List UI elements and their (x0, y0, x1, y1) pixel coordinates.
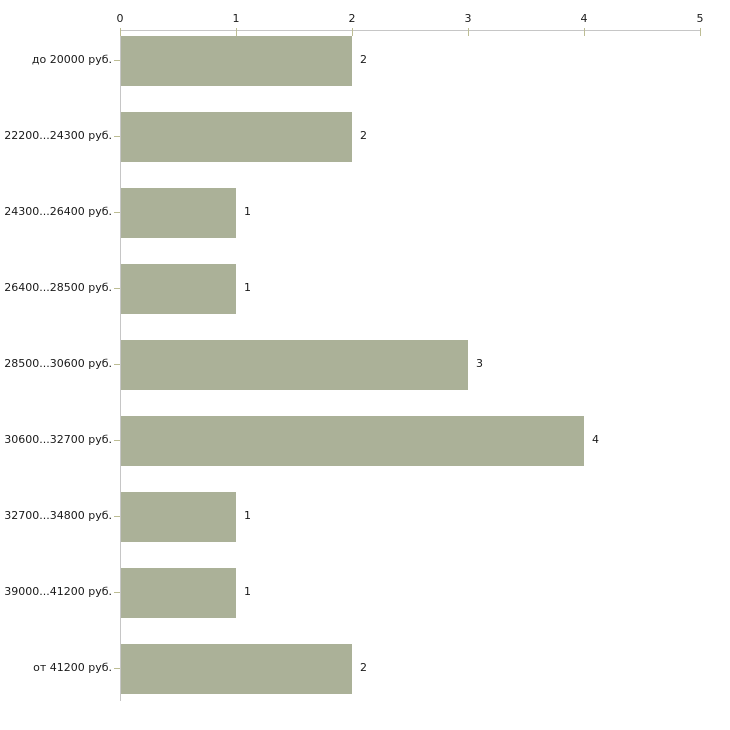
x-tick-label: 5 (696, 12, 704, 25)
bar (121, 568, 236, 618)
x-axis-line (120, 30, 701, 31)
bar (121, 264, 236, 314)
value-label: 3 (476, 357, 483, 370)
bar (121, 112, 352, 162)
category-label: от 41200 руб. (33, 661, 112, 674)
y-tick-mark (114, 364, 120, 365)
x-tick-mark (468, 28, 469, 36)
y-tick-mark (114, 60, 120, 61)
value-label: 1 (244, 509, 251, 522)
value-label: 2 (360, 129, 367, 142)
y-tick-mark (114, 592, 120, 593)
x-tick-mark (236, 28, 237, 36)
value-label: 4 (592, 433, 599, 446)
x-tick-label: 3 (464, 12, 472, 25)
category-label: 32700...34800 руб. (4, 509, 112, 522)
category-label: 26400...28500 руб. (4, 281, 112, 294)
y-tick-mark (114, 516, 120, 517)
y-tick-mark (114, 212, 120, 213)
x-tick-label: 4 (580, 12, 588, 25)
y-axis-line (120, 30, 121, 701)
x-tick-mark (700, 28, 701, 36)
bar (121, 188, 236, 238)
bar (121, 644, 352, 694)
x-tick-mark (352, 28, 353, 36)
y-tick-mark (114, 440, 120, 441)
value-label: 1 (244, 205, 251, 218)
y-tick-mark (114, 136, 120, 137)
y-tick-mark (114, 288, 120, 289)
x-tick-mark (120, 28, 121, 36)
x-tick-label: 2 (348, 12, 356, 25)
x-tick-mark (584, 28, 585, 36)
bar (121, 416, 584, 466)
bar (121, 340, 468, 390)
value-label: 1 (244, 281, 251, 294)
category-label: 22200...24300 руб. (4, 129, 112, 142)
x-tick-label: 0 (116, 12, 124, 25)
x-tick-label: 1 (232, 12, 240, 25)
category-label: 30600...32700 руб. (4, 433, 112, 446)
bar (121, 492, 236, 542)
category-label: 39000...41200 руб. (4, 585, 112, 598)
value-label: 2 (360, 53, 367, 66)
category-label: 24300...26400 руб. (4, 205, 112, 218)
bar (121, 36, 352, 86)
category-label: 28500...30600 руб. (4, 357, 112, 370)
value-label: 2 (360, 661, 367, 674)
value-label: 1 (244, 585, 251, 598)
category-label: до 20000 руб. (31, 53, 112, 66)
y-tick-mark (114, 668, 120, 669)
